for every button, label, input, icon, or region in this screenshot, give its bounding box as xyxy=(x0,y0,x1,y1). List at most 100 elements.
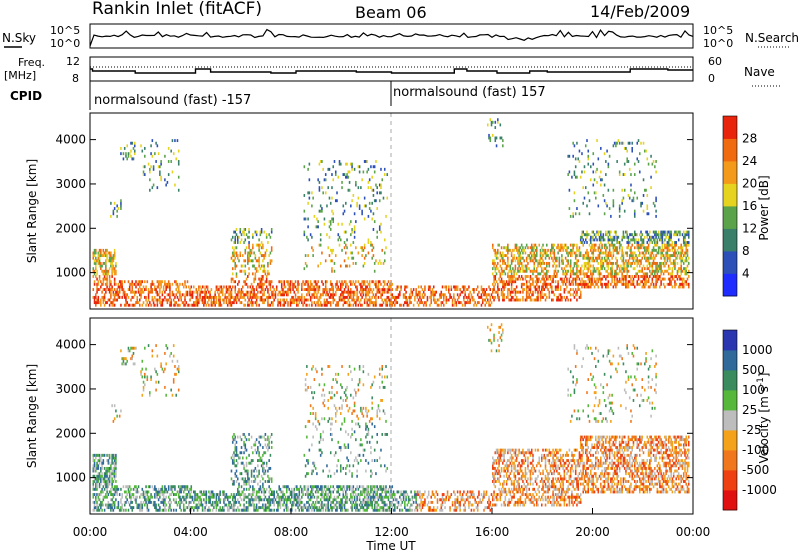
heatmap-cell xyxy=(628,141,631,145)
heatmap-cell xyxy=(661,246,664,250)
heatmap-cell xyxy=(652,201,655,205)
heatmap-cell xyxy=(121,282,123,286)
heatmap-cell xyxy=(313,295,316,299)
heatmap-cell xyxy=(102,485,105,489)
heatmap-cell xyxy=(603,152,606,156)
heatmap-cell xyxy=(136,282,139,286)
heatmap-cell xyxy=(685,246,688,250)
heatmap-cell xyxy=(244,493,247,496)
heatmap-cell xyxy=(646,267,649,271)
heatmap-cell xyxy=(92,466,95,470)
heatmap-cell xyxy=(564,298,567,302)
heatmap-cell xyxy=(606,204,608,208)
heatmap-cell xyxy=(115,487,117,491)
heatmap-cell xyxy=(559,277,562,281)
heatmap-cell xyxy=(331,269,333,273)
heatmap-cell xyxy=(247,480,249,483)
heatmap-cell xyxy=(405,295,407,299)
heatmap-cell xyxy=(598,272,601,276)
heatmap-cell xyxy=(360,303,362,307)
heatmap-cell xyxy=(209,293,211,297)
heatmap-cell xyxy=(362,293,365,297)
heatmap-cell xyxy=(631,141,633,145)
heatmap-cell xyxy=(669,256,671,260)
heatmap-cell xyxy=(559,288,562,291)
heatmap-cell xyxy=(623,261,626,265)
heatmap-cell xyxy=(238,298,240,302)
heatmap-cell xyxy=(260,282,263,286)
heatmap-cell xyxy=(608,251,611,255)
heatmap-cell xyxy=(258,238,260,242)
heatmap-cell xyxy=(174,139,176,143)
heatmap-cell xyxy=(583,256,586,260)
heatmap-cell xyxy=(164,490,166,494)
heatmap-cell xyxy=(96,453,98,457)
heatmap-cell xyxy=(368,178,371,182)
heatmap-cell xyxy=(112,453,115,457)
heatmap-cell xyxy=(105,267,107,271)
heatmap-cell xyxy=(621,248,623,252)
heatmap-cell xyxy=(312,196,314,200)
heatmap-cell xyxy=(206,288,209,291)
heatmap-cell xyxy=(543,261,546,265)
heatmap-cell xyxy=(235,246,238,250)
heatmap-cell xyxy=(150,375,152,379)
heatmap-cell xyxy=(670,282,672,286)
heatmap-cell xyxy=(186,485,189,489)
heatmap-cell xyxy=(383,290,386,294)
heatmap-cell xyxy=(283,285,286,289)
heatmap-cell xyxy=(574,293,577,297)
heatmap-cell xyxy=(597,285,600,289)
heatmap-cell xyxy=(155,370,157,374)
heatmap-cell xyxy=(234,443,237,447)
heatmap-cell xyxy=(476,301,479,305)
heatmap-cell xyxy=(465,288,468,291)
heatmap-cell xyxy=(670,261,672,265)
heatmap-cell xyxy=(515,298,518,302)
heatmap-cell xyxy=(107,500,110,504)
heatmap-cell xyxy=(578,295,581,299)
heatmap-cell xyxy=(135,285,137,289)
heatmap-cell xyxy=(116,288,118,291)
heatmap-cell xyxy=(660,280,662,284)
heatmap-cell xyxy=(562,272,564,276)
heatmap-cell xyxy=(103,482,106,486)
heatmap-cell xyxy=(253,293,255,297)
heatmap-cell xyxy=(351,290,353,294)
heatmap-cell xyxy=(226,498,229,502)
heatmap-cell xyxy=(546,275,548,278)
heatmap-cell xyxy=(338,243,341,247)
heatmap-cell xyxy=(564,282,567,286)
heatmap-cell xyxy=(402,295,405,299)
heatmap-cell xyxy=(161,487,164,491)
heatmap-cell xyxy=(608,233,611,237)
heatmap-cell xyxy=(576,290,578,294)
heatmap-cell xyxy=(582,186,585,190)
heatmap-cell xyxy=(612,254,615,258)
heatmap-cell xyxy=(540,246,543,250)
heatmap-cell xyxy=(517,290,519,294)
heatmap-cell xyxy=(611,241,613,244)
heatmap-cell xyxy=(214,295,216,299)
heatmap-cell xyxy=(618,207,621,210)
heatmap-cell xyxy=(98,453,101,457)
heatmap-cell xyxy=(102,282,105,286)
heatmap-cell xyxy=(524,246,527,250)
heatmap-cell xyxy=(492,246,494,250)
heatmap-cell xyxy=(123,303,126,307)
heatmap-cell xyxy=(311,246,313,250)
heatmap-cell xyxy=(185,500,188,504)
heatmap-cell xyxy=(480,288,483,291)
heatmap-cell xyxy=(101,295,103,299)
heatmap-cell xyxy=(240,438,243,442)
heatmap-cell xyxy=(170,160,172,163)
heatmap-cell xyxy=(539,251,542,255)
heatmap-cell xyxy=(613,141,616,145)
heatmap-cell xyxy=(434,301,436,305)
heatmap-cell xyxy=(254,448,257,452)
heatmap-cell xyxy=(244,446,247,449)
heatmap-cell xyxy=(667,238,670,242)
heatmap-cell xyxy=(255,293,258,297)
heatmap-cell xyxy=(113,248,116,252)
heatmap-cell xyxy=(586,248,588,252)
